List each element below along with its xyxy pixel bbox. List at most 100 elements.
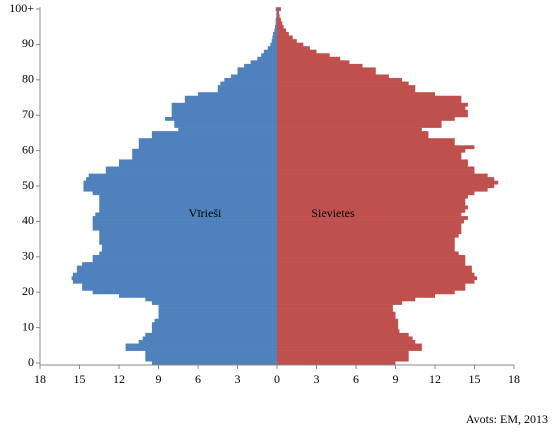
bar [184,95,277,100]
bar [277,290,455,295]
bar [250,60,277,65]
bar [158,308,277,312]
bar [145,297,277,302]
y-tick-label: 100+ [9,1,34,15]
bar [119,162,277,167]
bar [125,343,277,348]
bar [151,131,277,135]
bar [88,173,277,178]
bar [261,53,277,58]
bar [83,180,277,185]
bar [92,226,278,231]
bar [99,209,277,213]
bar [277,162,468,167]
bar [145,332,277,337]
bar [92,216,278,220]
bar [105,166,277,171]
x-tick-label: 15 [74,372,86,386]
bar [237,70,277,75]
x-tick-label: 12 [429,372,441,386]
bar [82,283,277,288]
bar [99,198,277,203]
bar [277,194,468,199]
bar [224,78,277,82]
bar [277,343,422,348]
bar [277,325,399,330]
bar [171,102,277,107]
bar [277,350,409,355]
bar [138,138,277,143]
bar [277,265,472,270]
bar [138,141,277,146]
bar [277,332,409,337]
x-tick-label: 15 [469,372,481,386]
bar [277,92,435,97]
x-tick-label: 18 [34,372,46,386]
bar [86,177,277,181]
y-tick-label: 60 [22,142,34,156]
bar [277,141,455,146]
bar [277,347,422,351]
bar [220,81,277,86]
x-tick-label: 12 [113,372,125,386]
bar [76,265,277,270]
bar [92,258,278,263]
bar [277,7,281,12]
bar [275,7,277,12]
bar [277,49,317,54]
bar [277,301,403,305]
bar [217,88,277,93]
bar [101,244,277,249]
bar [277,180,499,185]
bar [277,262,466,266]
bar [277,106,466,111]
bar [165,116,277,121]
bar [99,240,277,245]
bar [277,279,475,284]
bar [71,276,277,281]
bar [277,251,459,256]
bar [277,216,468,220]
bar [277,113,468,118]
bar [277,131,429,135]
bar [171,113,277,118]
bar [92,219,278,224]
x-tick-label: 3 [235,372,241,386]
bar [99,237,277,242]
bar [277,166,475,171]
bar [178,127,277,132]
bar [99,251,277,256]
bar [277,74,389,79]
bar [277,134,429,139]
bar [277,56,341,61]
y-tick-label: 0 [28,355,34,369]
bar [277,124,442,128]
bar [274,28,277,33]
bar [277,10,279,15]
bar [277,336,413,341]
bar [277,311,396,316]
bar [72,272,278,277]
bar [277,173,488,178]
bar [277,226,462,231]
bar [277,39,297,43]
bar [174,124,277,128]
bar [92,290,278,295]
y-tick-label: 50 [22,178,34,192]
bar [82,262,277,266]
bar [277,159,468,164]
bar [277,198,466,203]
y-tick-label: 10 [22,319,34,333]
bar [277,230,462,235]
bar [275,21,277,26]
bar [277,240,455,245]
bar [198,92,277,97]
bar [277,116,455,121]
bar [99,230,277,235]
bar [99,201,277,206]
bar [92,255,278,259]
bar [158,315,277,320]
bar [277,322,399,327]
x-tick-label: 18 [508,372,520,386]
bar [277,60,350,65]
